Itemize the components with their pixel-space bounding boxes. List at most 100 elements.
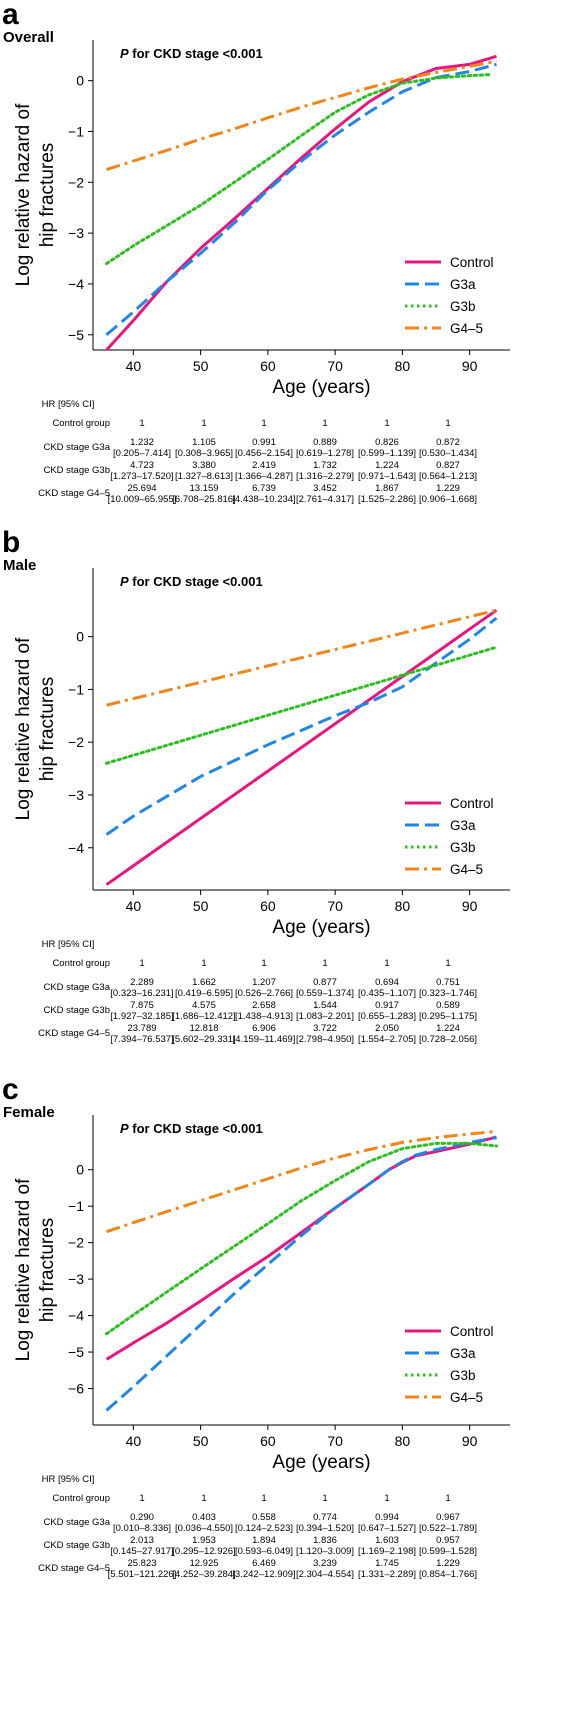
table-ci-value: [0.526–2.766] [235,988,293,999]
table-row-label: Control group [52,958,110,969]
table-ci-value: [0.010–8.336] [113,1523,171,1534]
table-hr-value: 1 [322,958,327,969]
table-ci-value: [5.501–121.226] [108,1569,177,1580]
x-tick-label: 40 [126,898,142,914]
table-ci-value: [0.419–6.595] [175,988,233,999]
table-ci-value: [0.564–1.213] [419,471,477,482]
table-hr-value: 1.229 [436,483,460,494]
x-tick-label: 90 [462,358,478,374]
table-ci-value: [2.761–4.317] [296,494,354,505]
legend-label: G3a [450,1346,476,1361]
legend-label: G3b [450,840,476,855]
table-hr-value: 1 [261,958,266,969]
table-ci-value: [0.295–12.926] [172,1546,235,1557]
y-axis-label-line2: hip fractures [37,143,58,248]
table-hr-value: 2.013 [130,1535,154,1546]
table-hr-value: 7.875 [130,1000,154,1011]
table-ci-value: [4.159–11.469] [233,1034,296,1045]
x-axis-label: Age (years) [272,917,370,938]
table-ci-value: [7.394–76.537] [110,1034,173,1045]
p-symbol: P [120,574,129,589]
y-tick-label: 0 [76,1162,84,1178]
table-hr-value: 1 [384,418,389,429]
x-tick-label: 60 [260,1433,276,1449]
table-row-label: Control group [52,418,110,429]
table-hr-value: 25.694 [127,483,156,494]
legend-label: G4–5 [450,1390,483,1405]
series-line-g3a [105,62,497,336]
x-tick-label: 50 [193,898,209,914]
table-ci-value: [1.366–4.287] [235,471,293,482]
legend-label: Control [450,796,494,811]
table-ci-value: [1.169–2.198] [358,1546,416,1557]
panel-title: Overall [3,29,54,46]
table-ci-value: [0.522–1.789] [419,1523,477,1534]
table-hr-value: 1 [322,1493,327,1504]
series-line-g4-5 [106,1129,497,1234]
table-hr-value: 1 [201,1493,206,1504]
table-ci-value: [0.456–2.154] [235,448,293,459]
table-ci-value: [0.619–1.278] [296,448,354,459]
table-hr-value: 6.906 [252,1023,276,1034]
table-hr-value: 25.823 [127,1558,156,1569]
y-tick-label: −2 [68,1235,84,1251]
table-hr-value: 1 [139,958,144,969]
x-tick-label: 70 [327,898,343,914]
p-symbol: P [120,1121,129,1136]
table-hr-value: 1 [201,958,206,969]
legend-label: G3b [450,1368,476,1383]
table-hr-value: 0.290 [130,1512,154,1523]
table-hr-value: 12.818 [189,1023,218,1034]
table-hr-value: 1.745 [375,1558,399,1569]
y-tick-label: −6 [68,1381,84,1397]
panel-letter: b [2,526,20,559]
p-value-text: for CKD stage <0.001 [129,46,263,61]
table-ci-value: [1.331–2.289] [358,1569,416,1580]
table-ci-value: [0.647–1.527] [358,1523,416,1534]
table-ci-value: [1.438–4.913] [235,1011,293,1022]
table-hr-value: 23.789 [127,1023,156,1034]
table-ci-value: [0.308–3.965] [175,448,233,459]
y-tick-label: −2 [68,174,84,190]
table-header: HR [95% CI] [42,939,95,950]
table-ci-value: [0.655–1.283] [358,1011,416,1022]
table-hr-value: 0.694 [375,977,399,988]
table-hr-value: 1.207 [252,977,276,988]
table-hr-value: 0.917 [375,1000,399,1011]
legend-label: Control [450,1324,494,1339]
table-hr-value: 0.827 [436,460,460,471]
y-tick-label: 0 [76,629,84,645]
table-ci-value: [1.927–32.185] [110,1011,173,1022]
table-hr-value: 1.732 [313,460,337,471]
y-tick-label: −1 [68,1198,84,1214]
x-tick-label: 80 [395,1433,411,1449]
table-hr-value: 1 [384,958,389,969]
y-tick-label: 0 [76,73,84,89]
y-axis-label: Log relative hazard of hip fractures [13,103,58,286]
table-row-label: CKD stage G4–5 [38,1563,110,1574]
table-hr-value: 0.872 [436,437,460,448]
series-line-g3b [105,645,498,765]
x-tick-label: 60 [260,358,276,374]
y-tick-label: −3 [68,787,84,803]
table-hr-value: 0.826 [375,437,399,448]
table-ci-value: [0.599–1.139] [358,448,416,459]
p-value-annotation: P for CKD stage <0.001 [120,46,263,61]
table-hr-value: 1.603 [375,1535,399,1546]
table-hr-value: 0.403 [192,1512,216,1523]
table-hr-value: 6.739 [252,483,276,494]
panel-title: Male [3,557,36,574]
table-ci-value: [0.593–6.049] [235,1546,293,1557]
table-row-label: Control group [52,1493,110,1504]
table-ci-value: [1.686–12.412] [172,1011,235,1022]
x-tick-label: 40 [126,1433,142,1449]
table-hr-value: 1.544 [313,1000,337,1011]
table-hr-value: 1.894 [252,1535,276,1546]
x-tick-label: 70 [327,1433,343,1449]
x-tick-label: 50 [193,358,209,374]
y-axis-label: Log relative hazard of hip fractures [13,1178,58,1361]
table-hr-value: 0.589 [436,1000,460,1011]
table-ci-value: [6.708–25.816] [172,494,235,505]
